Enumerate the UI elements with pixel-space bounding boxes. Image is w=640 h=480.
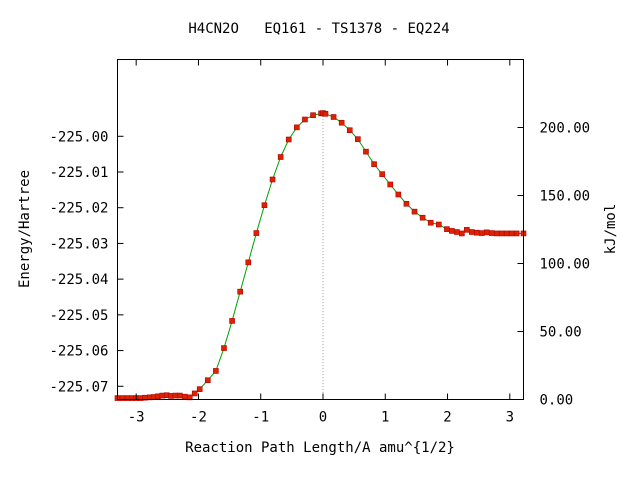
y2-tick-label: 200.00 [540, 121, 591, 137]
data-point [302, 116, 308, 123]
data-point [459, 230, 465, 237]
data-point [371, 161, 377, 167]
y-tick-label: -225.02 [49, 201, 108, 217]
y-tick-label: -225.05 [49, 308, 108, 324]
data-point [269, 176, 276, 183]
data-point [379, 171, 385, 177]
x-tick-label: 2 [443, 410, 451, 426]
data-point [338, 119, 345, 126]
data-point [176, 392, 183, 399]
data-point [444, 226, 450, 232]
plot-frame [117, 59, 524, 400]
data-point [204, 377, 211, 384]
data-point [322, 110, 329, 117]
y-tick-label: -225.03 [49, 236, 108, 252]
data-point [427, 219, 434, 226]
data-point [436, 221, 442, 228]
data-point [493, 230, 500, 237]
y-tick-label: -225.01 [49, 165, 108, 181]
y-tick-label: -225.06 [49, 344, 108, 360]
y2-tick-label: 100.00 [540, 257, 591, 273]
data-point [191, 390, 198, 397]
data-point [411, 208, 418, 215]
data-point [473, 229, 480, 236]
x-tick-label: 0 [319, 410, 327, 426]
data-point [237, 288, 243, 295]
data-point [403, 200, 410, 207]
x-tick-label: -2 [190, 410, 207, 426]
data-point [285, 136, 292, 143]
data-point [464, 227, 470, 233]
data-point [498, 230, 505, 237]
data-point [229, 318, 235, 324]
data-point [488, 230, 495, 236]
y2-axis-label: kJ/mol [603, 204, 619, 255]
data-point [387, 181, 394, 188]
data-point [213, 368, 219, 374]
x-tick-label: 3 [506, 410, 514, 426]
data-point [277, 154, 284, 160]
data-point [196, 386, 203, 392]
data-point [330, 114, 337, 120]
y2-tick-label: 0.00 [540, 393, 574, 409]
data-point [503, 230, 510, 237]
y2-tick-label: 150.00 [540, 189, 591, 205]
data-point [245, 259, 252, 266]
data-point [253, 230, 260, 236]
y-tick-label: -225.07 [49, 379, 108, 395]
data-point [181, 393, 188, 400]
chart-title: H4CN2O EQ161 - TS1378 - EQ224 [188, 21, 449, 37]
data-point [355, 136, 361, 142]
x-tick-label: -3 [128, 410, 145, 426]
data-point [508, 230, 515, 237]
data-point [221, 345, 227, 351]
data-point [261, 202, 268, 209]
data-point [294, 124, 300, 131]
y-tick-label: -225.04 [49, 272, 108, 288]
data-point [346, 127, 353, 134]
data-point [483, 229, 490, 236]
x-tick-label: -1 [252, 410, 269, 426]
data-point [449, 228, 455, 234]
data-point [513, 230, 520, 237]
data-point [419, 214, 426, 221]
series-line [117, 112, 524, 399]
y-tick-label: -225.00 [49, 129, 108, 145]
data-point [454, 229, 460, 235]
y2-tick-label: 50.00 [540, 325, 582, 341]
data-point [478, 230, 485, 236]
data-point [363, 148, 369, 155]
y-axis-label: Energy/Hartree [17, 170, 33, 288]
x-axis-label: Reaction Path Length/A amu^{1/2} [185, 440, 455, 456]
data-point [310, 112, 316, 119]
data-point [469, 229, 475, 235]
data-point [395, 191, 402, 198]
x-tick-label: 1 [381, 410, 389, 426]
